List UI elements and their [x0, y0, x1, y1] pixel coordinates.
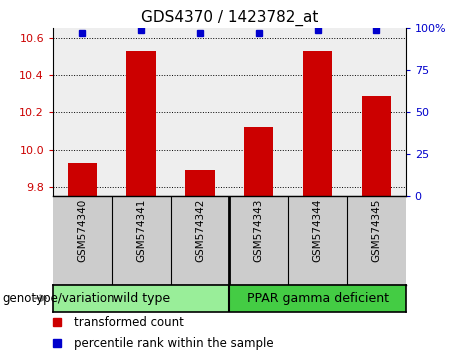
- Bar: [244, 127, 273, 196]
- Bar: [361, 96, 391, 196]
- Text: percentile rank within the sample: percentile rank within the sample: [74, 337, 274, 350]
- Text: genotype/variation: genotype/variation: [2, 292, 115, 305]
- Title: GDS4370 / 1423782_at: GDS4370 / 1423782_at: [141, 9, 318, 25]
- Bar: [126, 51, 156, 196]
- Text: GSM574345: GSM574345: [371, 199, 381, 263]
- Text: GSM574342: GSM574342: [195, 199, 205, 263]
- Text: wild type: wild type: [112, 292, 170, 305]
- Text: GSM574343: GSM574343: [254, 199, 264, 263]
- Text: PPAR gamma deficient: PPAR gamma deficient: [247, 292, 389, 305]
- Bar: [303, 51, 332, 196]
- Bar: [68, 163, 97, 196]
- Bar: [53, 285, 230, 312]
- Text: GSM574340: GSM574340: [77, 199, 88, 262]
- Bar: [185, 170, 215, 196]
- Text: transformed count: transformed count: [74, 316, 184, 329]
- Bar: [230, 285, 406, 312]
- Text: GSM574341: GSM574341: [136, 199, 146, 263]
- Text: GSM574344: GSM574344: [313, 199, 323, 263]
